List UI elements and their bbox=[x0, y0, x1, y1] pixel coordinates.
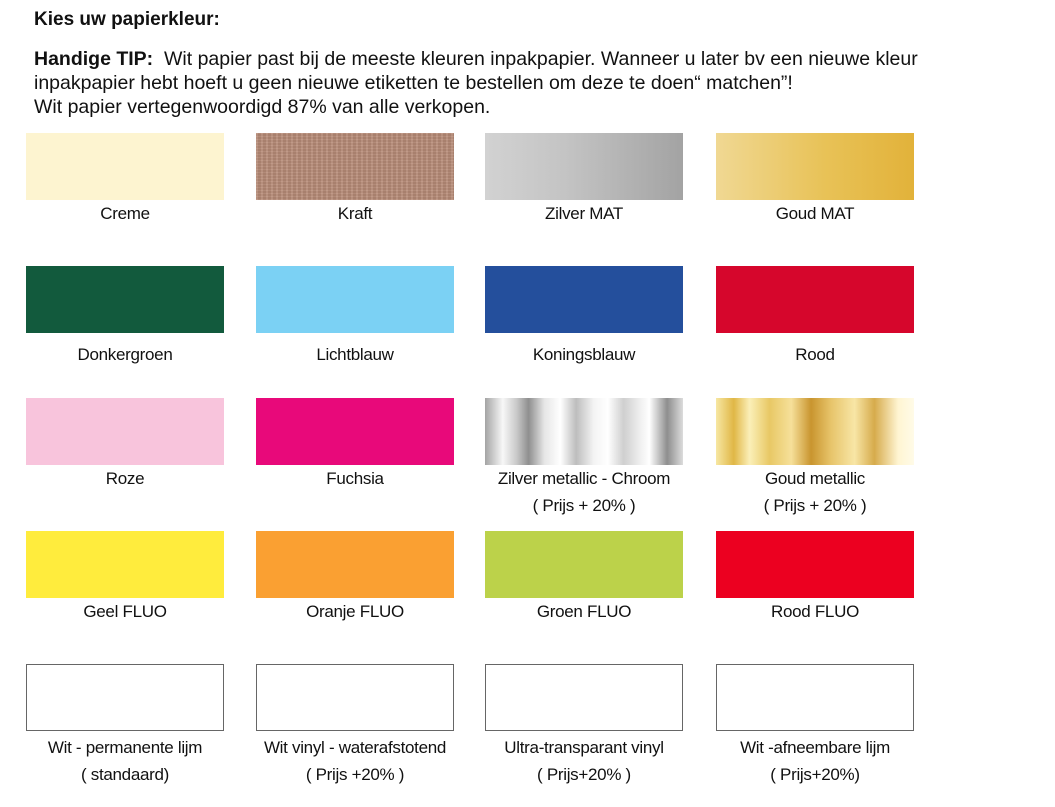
tip-line-1: Handige TIP: Wit papier past bij de mees… bbox=[34, 47, 1044, 71]
color-price-note: ( Prijs+20% ) bbox=[537, 765, 631, 784]
color-swatch[interactable] bbox=[256, 398, 454, 465]
color-label: Goud MAT bbox=[775, 204, 855, 223]
color-swatch[interactable] bbox=[256, 133, 454, 200]
color-option-goud-metallic[interactable]: Goud metallic ( Prijs + 20% ) bbox=[716, 398, 914, 519]
color-option-geel-fluo[interactable]: Geel FLUO bbox=[26, 531, 224, 625]
color-price-note: ( Prijs + 20% ) bbox=[763, 496, 867, 515]
color-label: Groen FLUO bbox=[536, 602, 632, 621]
color-option-fuchsia[interactable]: Fuchsia bbox=[256, 398, 454, 492]
color-swatch[interactable] bbox=[485, 531, 683, 598]
color-label: Wit - permanente lijm bbox=[47, 738, 203, 757]
color-label: Oranje FLUO bbox=[306, 602, 404, 621]
color-label: Rood FLUO bbox=[770, 602, 859, 621]
color-swatch[interactable] bbox=[256, 531, 454, 598]
color-price-note: ( Prijs + 20% ) bbox=[532, 496, 636, 515]
color-label: Koningsblauw bbox=[532, 345, 636, 364]
color-label: Wit -afneembare lijm bbox=[740, 738, 890, 757]
color-option-rood-fluo[interactable]: Rood FLUO bbox=[716, 531, 914, 625]
color-swatch[interactable] bbox=[26, 531, 224, 598]
color-option-wit-vinyl[interactable]: Wit vinyl - waterafstotend ( Prijs +20% … bbox=[256, 664, 454, 788]
color-label: Donkergroen bbox=[77, 345, 173, 364]
color-label: Zilver MAT bbox=[545, 204, 623, 223]
color-option-donkergroen[interactable]: Donkergroen bbox=[26, 266, 224, 368]
color-option-oranje-fluo[interactable]: Oranje FLUO bbox=[256, 531, 454, 625]
color-swatch[interactable] bbox=[26, 133, 224, 200]
color-swatch[interactable] bbox=[716, 664, 914, 731]
color-label: Kraft bbox=[337, 204, 373, 223]
color-swatch[interactable] bbox=[716, 398, 914, 465]
color-label: Fuchsia bbox=[326, 469, 384, 488]
color-option-roze[interactable]: Roze bbox=[26, 398, 224, 492]
color-label: Geel FLUO bbox=[83, 602, 167, 621]
color-label: Wit vinyl - waterafstotend bbox=[263, 738, 447, 757]
color-option-zilver-mat[interactable]: Zilver MAT bbox=[485, 133, 683, 227]
tip-label: Handige TIP: bbox=[34, 48, 154, 70]
color-swatch[interactable] bbox=[716, 133, 914, 200]
color-option-koningsblauw[interactable]: Koningsblauw bbox=[485, 266, 683, 368]
color-option-creme[interactable]: Creme bbox=[26, 133, 224, 227]
color-swatch[interactable] bbox=[256, 266, 454, 333]
color-label: Lichtblauw bbox=[316, 345, 394, 364]
color-swatch[interactable] bbox=[485, 398, 683, 465]
color-option-zilver-metallic[interactable]: Zilver metallic - Chroom ( Prijs + 20% ) bbox=[485, 398, 683, 519]
color-swatch[interactable] bbox=[485, 266, 683, 333]
color-option-groen-fluo[interactable]: Groen FLUO bbox=[485, 531, 683, 625]
color-swatch[interactable] bbox=[26, 266, 224, 333]
color-label: Zilver metallic - Chroom bbox=[497, 469, 671, 488]
color-label: Rood bbox=[795, 345, 835, 364]
color-swatch[interactable] bbox=[485, 664, 683, 731]
color-option-wit-afneembare-lijm[interactable]: Wit -afneembare lijm ( Prijs+20%) bbox=[716, 664, 914, 788]
color-option-ultra-transparant-vinyl[interactable]: Ultra-transparant vinyl ( Prijs+20% ) bbox=[485, 664, 683, 788]
tip-paragraph: Handige TIP: Wit papier past bij de mees… bbox=[34, 47, 1044, 119]
color-swatch[interactable] bbox=[26, 664, 224, 731]
tip-line-3: Wit papier vertegenwoordigd 87% van alle… bbox=[34, 96, 491, 118]
color-price-note: ( Prijs +20% ) bbox=[305, 765, 405, 784]
color-price-note: ( standaard) bbox=[80, 765, 170, 784]
color-option-goud-mat[interactable]: Goud MAT bbox=[716, 133, 914, 227]
color-swatch[interactable] bbox=[26, 398, 224, 465]
color-label: Roze bbox=[105, 469, 145, 488]
color-option-kraft[interactable]: Kraft bbox=[256, 133, 454, 227]
color-label: Goud metallic bbox=[764, 469, 866, 488]
color-label: Ultra-transparant vinyl bbox=[504, 738, 664, 757]
color-label: Creme bbox=[100, 204, 150, 223]
color-swatch[interactable] bbox=[716, 531, 914, 598]
color-option-wit-permanente-lijm[interactable]: Wit - permanente lijm ( standaard) bbox=[26, 664, 224, 788]
color-swatch[interactable] bbox=[716, 266, 914, 333]
color-option-rood[interactable]: Rood bbox=[716, 266, 914, 368]
color-swatch[interactable] bbox=[485, 133, 683, 200]
page-title: Kies uw papierkleur: bbox=[34, 9, 220, 30]
color-option-lichtblauw[interactable]: Lichtblauw bbox=[256, 266, 454, 368]
color-swatch[interactable] bbox=[256, 664, 454, 731]
color-price-note: ( Prijs+20%) bbox=[770, 765, 860, 784]
tip-text-1: Wit papier past bij de meeste kleuren in… bbox=[164, 48, 918, 70]
tip-line-2: inpakpapier hebt hoeft u geen nieuwe eti… bbox=[34, 72, 793, 94]
